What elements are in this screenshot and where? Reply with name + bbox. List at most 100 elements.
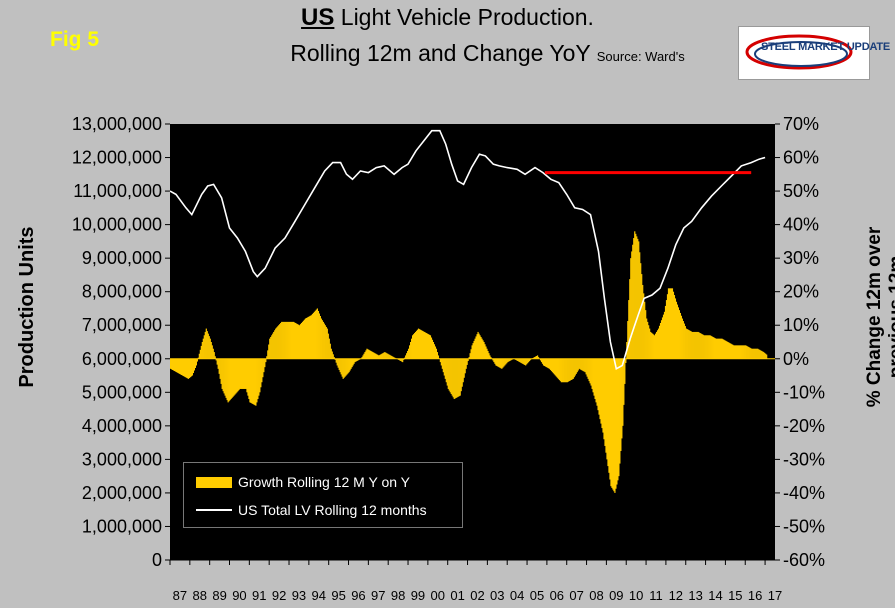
growth-bar — [202, 338, 204, 359]
growth-bar — [183, 358, 186, 377]
growth-bar — [488, 353, 490, 359]
growth-bar — [277, 326, 279, 359]
growth-bar — [282, 321, 284, 359]
growth-bar — [474, 338, 476, 359]
growth-bar — [221, 358, 223, 389]
growth-bar — [441, 358, 443, 369]
growth-bar — [500, 358, 502, 369]
growth-bar — [586, 358, 588, 377]
growth-bar — [401, 358, 403, 362]
growth-bar — [458, 358, 460, 397]
growth-bar — [688, 330, 690, 359]
growth-bar — [653, 334, 655, 359]
growth-bar — [557, 358, 559, 379]
growth-bar — [445, 358, 447, 383]
right-tick-label: -10% — [783, 382, 825, 402]
growth-bar — [480, 336, 482, 359]
growth-bar — [370, 350, 372, 359]
growth-bar — [712, 336, 714, 359]
growth-bar — [523, 358, 525, 365]
growth-bar — [341, 358, 343, 377]
growth-bar — [394, 357, 396, 359]
growth-bar — [739, 345, 741, 359]
right-tick-label: 70% — [783, 114, 819, 134]
x-tick-label: 90 — [232, 588, 246, 603]
growth-bar — [694, 331, 696, 359]
growth-bar — [294, 322, 297, 359]
growth-bar — [568, 358, 570, 382]
x-tick-label: 09 — [609, 588, 623, 603]
growth-bar — [199, 349, 201, 359]
growth-bar — [537, 357, 540, 359]
growth-bar — [743, 345, 745, 359]
growth-bar — [685, 328, 687, 359]
title-rest: Light Vehicle Production. — [334, 4, 594, 30]
growth-bar — [615, 358, 617, 489]
growth-bar — [583, 358, 585, 372]
growth-bar — [285, 321, 287, 359]
growth-bar — [747, 346, 749, 359]
growth-bar — [667, 288, 670, 359]
growth-bar — [634, 231, 636, 359]
growth-bar — [178, 358, 181, 374]
growth-bar — [732, 344, 734, 359]
growth-bar — [713, 337, 715, 359]
growth-bar — [596, 358, 598, 406]
growth-bar — [517, 358, 519, 362]
growth-bar — [663, 311, 666, 359]
growth-bar — [683, 323, 685, 359]
growth-bar — [704, 335, 706, 359]
growth-bar — [515, 358, 517, 360]
growth-bar — [547, 358, 550, 369]
growth-bar — [556, 358, 559, 378]
growth-bar — [386, 353, 388, 359]
growth-bar — [347, 358, 349, 374]
growth-bar — [648, 325, 650, 359]
growth-bar — [408, 348, 410, 359]
growth-bar — [719, 338, 721, 359]
growth-bar — [266, 356, 268, 359]
growth-bar — [755, 348, 757, 359]
growth-bar — [173, 358, 176, 372]
growth-bar — [293, 322, 296, 359]
growth-bar — [567, 358, 569, 382]
growth-bar — [714, 338, 716, 359]
growth-bar — [225, 358, 227, 398]
growth-bar — [708, 335, 710, 359]
growth-bar — [555, 358, 558, 377]
growth-bar — [350, 358, 352, 369]
growth-bar — [334, 358, 336, 360]
growth-bar — [440, 358, 442, 366]
growth-bar — [643, 293, 645, 359]
growth-bar — [342, 358, 344, 379]
growth-bar — [735, 345, 737, 359]
growth-bar — [314, 310, 317, 359]
growth-bar — [218, 358, 220, 374]
growth-bar — [478, 333, 480, 359]
growth-bar — [698, 332, 700, 359]
growth-bar — [260, 358, 262, 388]
growth-bar — [464, 358, 466, 374]
growth-bar — [695, 331, 697, 359]
growth-bar — [410, 342, 412, 359]
growth-bar — [242, 358, 244, 389]
growth-bar — [353, 358, 355, 364]
growth-bar — [336, 358, 338, 366]
growth-bar — [198, 353, 200, 359]
growth-bar — [406, 353, 408, 359]
growth-bar — [298, 325, 301, 359]
left-tick-label: 3,000,000 — [82, 449, 162, 469]
growth-bar — [196, 358, 198, 362]
growth-bar — [544, 358, 547, 367]
growth-bar — [377, 354, 379, 359]
growth-bar — [425, 333, 428, 359]
growth-bar — [457, 358, 459, 397]
growth-bar — [625, 358, 627, 363]
growth-bar — [762, 351, 764, 359]
growth-bar — [463, 358, 465, 378]
growth-bar — [589, 358, 591, 384]
left-tick-label: 0 — [152, 550, 162, 570]
growth-bar — [502, 358, 504, 368]
growth-bar — [679, 312, 681, 359]
growth-bar — [470, 349, 472, 359]
